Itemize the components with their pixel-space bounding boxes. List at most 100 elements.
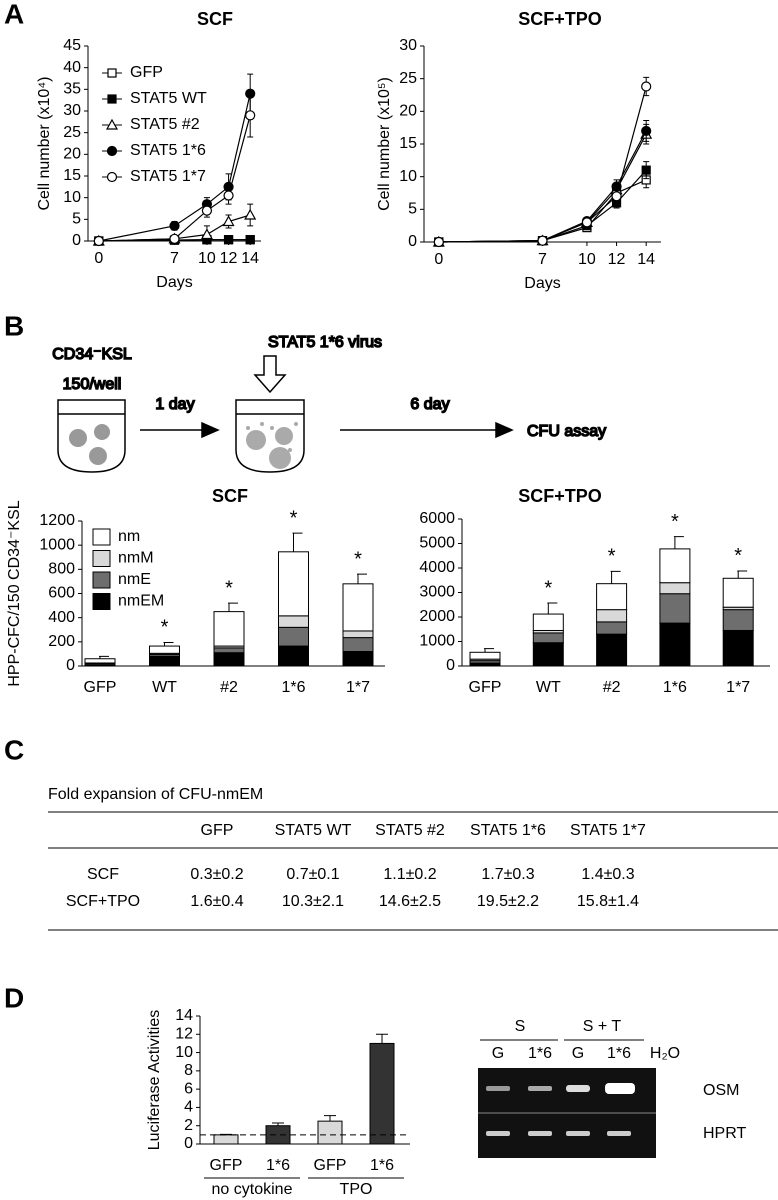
legend-swatch	[92, 528, 111, 546]
well	[235, 399, 305, 473]
chart-title: SCF+TPO	[518, 486, 602, 506]
y-tick-label: 5000	[419, 535, 455, 552]
y-tick-label: 25	[399, 70, 417, 87]
y-tick-label: 1000	[419, 633, 455, 650]
bar-segment	[278, 626, 309, 647]
chart-title: SCF	[212, 486, 248, 506]
y-axis-label: Cell number (x10⁴)	[36, 76, 53, 210]
marker	[223, 235, 234, 245]
marker	[169, 220, 180, 231]
significance-mark: *	[608, 546, 616, 568]
legend-label: nm	[118, 528, 140, 545]
cell: 14.6±2.5	[379, 893, 441, 910]
cell: 10.3±2.1	[282, 893, 344, 910]
panel-label: A	[4, 0, 24, 29]
error-bar	[163, 641, 174, 647]
x-tick-label: 1*7	[346, 679, 370, 696]
bar-segment	[722, 609, 754, 631]
bar-segment	[532, 642, 564, 667]
bar-segment	[278, 551, 309, 617]
open-arrow	[253, 355, 287, 394]
x-axis-label: Days	[524, 275, 560, 292]
marker	[106, 171, 118, 183]
y-tick-label: 15	[63, 167, 81, 184]
bar-segment	[278, 645, 309, 667]
x-tick-label: GFP	[314, 1157, 347, 1174]
y-tick-label: 800	[48, 561, 75, 578]
gel-group: S + T	[583, 1018, 622, 1035]
bar-segment	[213, 611, 245, 647]
y-tick-label: 30	[63, 102, 81, 119]
cell: 15.8±1.4	[577, 893, 639, 910]
marker	[641, 81, 652, 92]
x-tick-label: 12	[608, 251, 626, 268]
bands	[486, 1083, 635, 1136]
legend-label: STAT5 1*7	[130, 168, 206, 185]
bar-segment	[722, 629, 754, 667]
column-header: STAT5 #2	[375, 822, 445, 839]
y-tick-label: 6	[184, 1080, 193, 1097]
bar	[213, 1134, 239, 1145]
bar	[265, 1125, 291, 1145]
marker	[611, 191, 622, 202]
y-tick-label: 0	[66, 657, 75, 674]
bar-segment	[532, 613, 564, 631]
y-tick-label: 200	[48, 633, 75, 650]
y-tick-label: 4	[184, 1099, 193, 1116]
table-caption: Fold expansion of CFU-nmEM	[48, 786, 263, 803]
bar-segment	[213, 652, 245, 667]
lane-label: 1*6	[607, 1045, 631, 1062]
legend-swatch	[92, 571, 111, 589]
y-tick-label: 0	[184, 1135, 193, 1152]
marker	[106, 145, 118, 157]
density-label: 150/well	[63, 376, 122, 393]
bar-segment	[149, 645, 180, 654]
bar-segment	[596, 633, 628, 667]
marker	[245, 110, 256, 121]
step-label: 6 day	[410, 396, 449, 413]
legend-label: STAT5 WT	[130, 90, 207, 107]
panel-label: D	[4, 982, 24, 1013]
error-bar	[99, 655, 109, 659]
lane-label: G	[572, 1045, 584, 1062]
x-tick-label: 10	[578, 251, 596, 268]
y-tick-label: 20	[63, 146, 81, 163]
y-tick-label: 4000	[419, 559, 455, 576]
y-tick-label: 25	[63, 124, 81, 141]
x-tick-label: 1*7	[726, 679, 750, 696]
significance-mark: *	[225, 577, 233, 599]
bar-segment	[532, 632, 564, 644]
marker	[641, 165, 651, 175]
x-tick-label: 7	[538, 251, 547, 268]
y-tick-label: 0	[72, 232, 81, 249]
y-tick-label: 0	[408, 233, 417, 250]
y-tick-label: 600	[48, 585, 75, 602]
chart-title: SCF	[197, 9, 233, 29]
bar-segment	[659, 582, 691, 595]
bar-segment	[213, 647, 245, 654]
x-tick-label: WT	[152, 679, 177, 696]
significance-mark: *	[290, 507, 298, 529]
x-tick-label: 7	[170, 250, 179, 267]
bar-segment	[149, 655, 180, 667]
y-tick-label: 5	[408, 201, 417, 218]
legend-label: nmEM	[118, 593, 164, 610]
y-tick-label: 10	[63, 189, 81, 206]
x-tick-label: 1*6	[266, 1157, 290, 1174]
x-tick-label: GFP	[84, 679, 117, 696]
y-tick-label: 10	[175, 1044, 193, 1061]
y-tick-label: 20	[399, 103, 417, 120]
y-tick-label: 0	[446, 657, 455, 674]
marker	[581, 217, 593, 228]
y-tick-label: 35	[63, 81, 81, 98]
virus-label: STAT5 1*6 virus	[268, 334, 382, 351]
marker	[537, 235, 548, 246]
assay-label: CFU assay	[527, 423, 606, 440]
error-bar	[673, 536, 684, 549]
y-tick-label: 15	[399, 135, 417, 152]
significance-mark: *	[671, 511, 679, 533]
error-bar	[737, 570, 748, 579]
cell: 1.6±0.4	[190, 893, 243, 910]
column-header: STAT5 1*6	[470, 822, 546, 839]
